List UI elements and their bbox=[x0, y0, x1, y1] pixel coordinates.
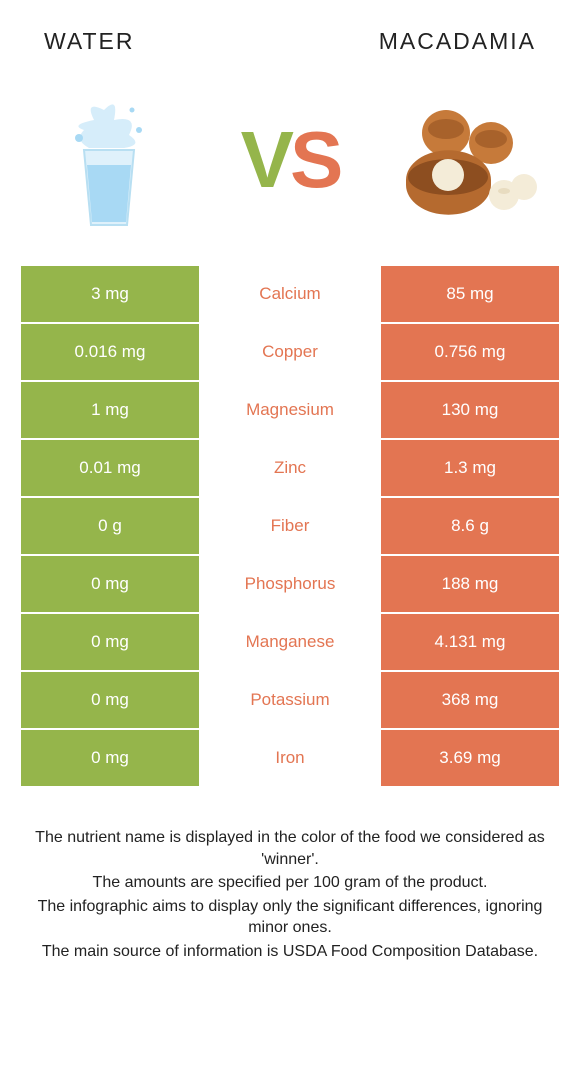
vs-label: VS bbox=[241, 114, 340, 206]
footer-line-1: The nutrient name is displayed in the co… bbox=[20, 827, 560, 870]
cell-nutrient-name: Copper bbox=[200, 323, 380, 381]
cell-left-value: 0 mg bbox=[20, 613, 200, 671]
table-row: 0 gFiber8.6 g bbox=[20, 497, 560, 555]
vs-s: S bbox=[290, 114, 339, 206]
cell-nutrient-name: Iron bbox=[200, 729, 380, 787]
table-row: 0 mgIron3.69 mg bbox=[20, 729, 560, 787]
cell-right-value: 85 mg bbox=[380, 265, 560, 323]
table-row: 0.01 mgZinc1.3 mg bbox=[20, 439, 560, 497]
footer-line-4: The main source of information is USDA F… bbox=[20, 941, 560, 963]
header-right-title: MACADAMIA bbox=[379, 28, 536, 55]
cell-nutrient-name: Calcium bbox=[200, 265, 380, 323]
cell-left-value: 0.01 mg bbox=[20, 439, 200, 497]
cell-nutrient-name: Potassium bbox=[200, 671, 380, 729]
header-left-title: WATER bbox=[44, 28, 135, 55]
nutrient-table: 3 mgCalcium85 mg0.016 mgCopper0.756 mg1 … bbox=[20, 265, 560, 787]
water-image bbox=[34, 85, 184, 235]
footer: The nutrient name is displayed in the co… bbox=[0, 787, 580, 975]
cell-left-value: 0 mg bbox=[20, 729, 200, 787]
table-row: 0.016 mgCopper0.756 mg bbox=[20, 323, 560, 381]
cell-right-value: 368 mg bbox=[380, 671, 560, 729]
footer-line-2: The amounts are specified per 100 gram o… bbox=[20, 872, 560, 894]
cell-right-value: 4.131 mg bbox=[380, 613, 560, 671]
table-row: 3 mgCalcium85 mg bbox=[20, 265, 560, 323]
cell-right-value: 8.6 g bbox=[380, 497, 560, 555]
cell-right-value: 188 mg bbox=[380, 555, 560, 613]
cell-right-value: 1.3 mg bbox=[380, 439, 560, 497]
images-row: VS bbox=[0, 65, 580, 265]
cell-nutrient-name: Fiber bbox=[200, 497, 380, 555]
table-row: 1 mgMagnesium130 mg bbox=[20, 381, 560, 439]
header: WATER MACADAMIA bbox=[0, 0, 580, 65]
cell-right-value: 3.69 mg bbox=[380, 729, 560, 787]
cell-nutrient-name: Zinc bbox=[200, 439, 380, 497]
cell-nutrient-name: Phosphorus bbox=[200, 555, 380, 613]
cell-nutrient-name: Magnesium bbox=[200, 381, 380, 439]
cell-left-value: 0 g bbox=[20, 497, 200, 555]
vs-v: V bbox=[241, 114, 290, 206]
table-row: 0 mgManganese4.131 mg bbox=[20, 613, 560, 671]
cell-right-value: 130 mg bbox=[380, 381, 560, 439]
cell-left-value: 0 mg bbox=[20, 555, 200, 613]
cell-left-value: 1 mg bbox=[20, 381, 200, 439]
cell-left-value: 3 mg bbox=[20, 265, 200, 323]
cell-left-value: 0.016 mg bbox=[20, 323, 200, 381]
cell-nutrient-name: Manganese bbox=[200, 613, 380, 671]
cell-right-value: 0.756 mg bbox=[380, 323, 560, 381]
table-row: 0 mgPhosphorus188 mg bbox=[20, 555, 560, 613]
cell-left-value: 0 mg bbox=[20, 671, 200, 729]
macadamia-image bbox=[396, 85, 546, 235]
footer-line-3: The infographic aims to display only the… bbox=[20, 896, 560, 939]
table-row: 0 mgPotassium368 mg bbox=[20, 671, 560, 729]
